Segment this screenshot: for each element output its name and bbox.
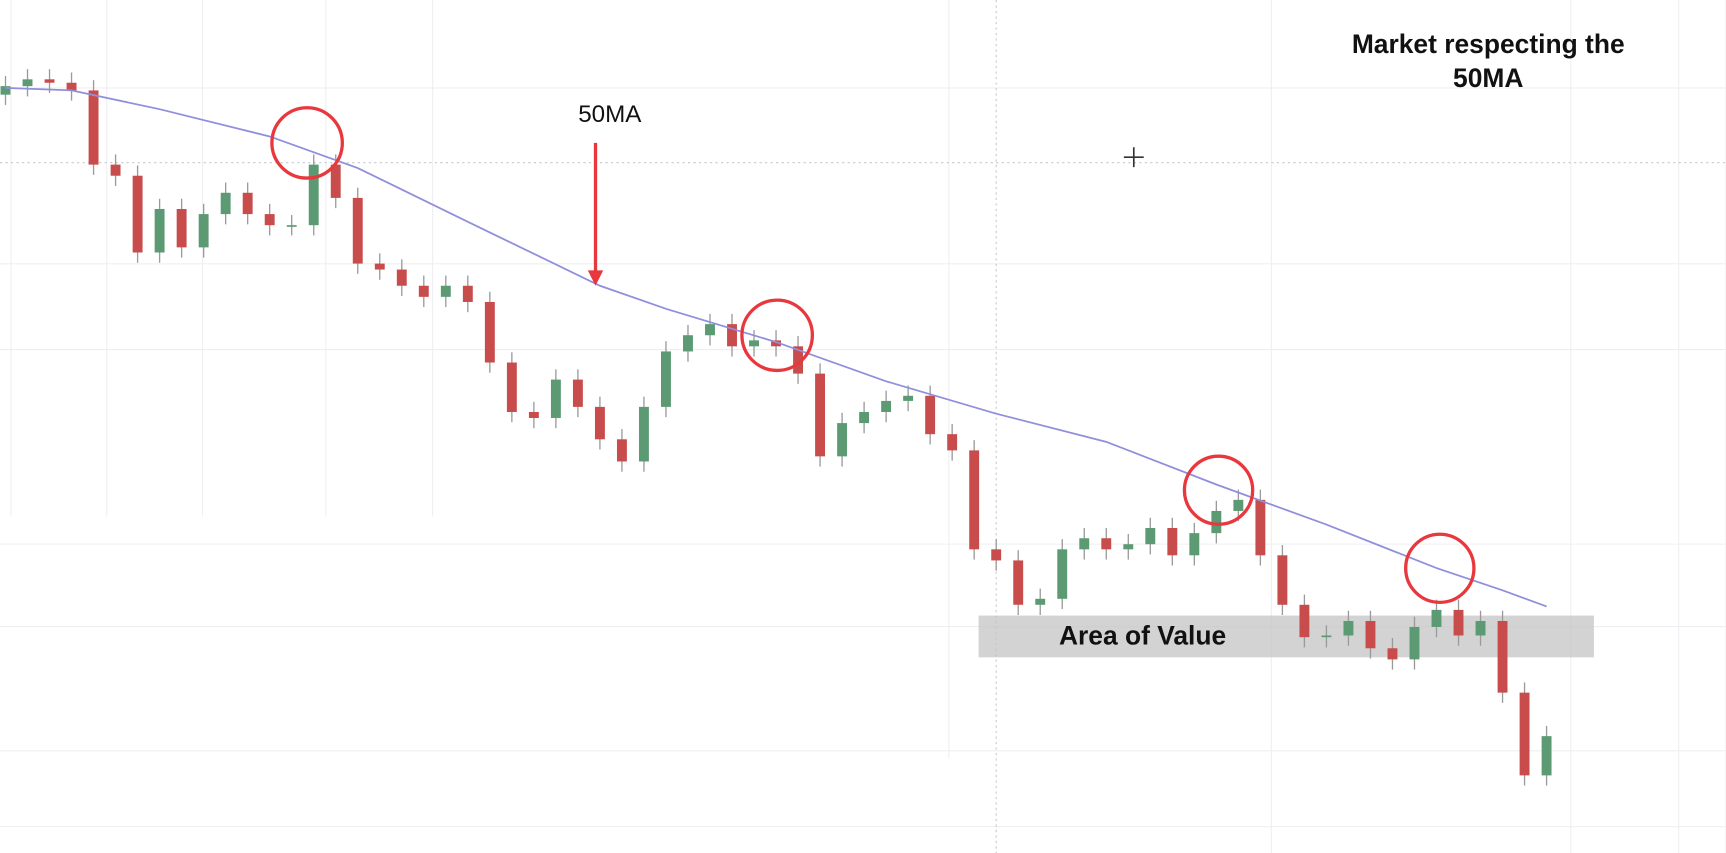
- candle-body: [1299, 604, 1310, 638]
- candle-body: [594, 406, 605, 440]
- candle-body: [1035, 598, 1046, 605]
- candle-body: [154, 208, 165, 253]
- candle-body: [572, 379, 583, 407]
- candle-body: [683, 335, 693, 352]
- candle-body: [462, 285, 473, 302]
- candle-body: [1079, 538, 1090, 550]
- candle-body: [242, 192, 253, 215]
- candle-body: [198, 214, 209, 248]
- cursor: [1123, 147, 1144, 168]
- highlight-circles: [270, 106, 1476, 605]
- candle-body: [1277, 555, 1288, 605]
- candle-body: [132, 175, 143, 253]
- candle-body: [1211, 510, 1222, 534]
- candle-body: [550, 379, 561, 418]
- candle-body: [1321, 635, 1332, 638]
- candle-body: [771, 340, 781, 347]
- candle-body: [1453, 609, 1464, 636]
- candle-body: [484, 301, 495, 363]
- candle-body: [1167, 528, 1178, 556]
- candle-body: [66, 82, 77, 91]
- candle-body: [1409, 626, 1420, 660]
- candle-body: [1255, 499, 1266, 556]
- candle-body: [506, 362, 517, 412]
- candle-body: [859, 411, 870, 424]
- candle-body: [1365, 620, 1376, 649]
- candle-body: [925, 395, 936, 435]
- title: Market respecting the: [1352, 29, 1625, 59]
- candle-body: [1057, 549, 1068, 599]
- candle-body: [837, 423, 848, 457]
- candle-body: [44, 79, 55, 83]
- candle-body: [352, 197, 363, 264]
- candle-body: [286, 225, 297, 227]
- candle-body: [1123, 544, 1134, 550]
- candle-body: [881, 400, 892, 412]
- candle-body: [374, 263, 385, 270]
- candle-body: [1519, 692, 1530, 776]
- candle-body: [1145, 528, 1156, 545]
- candle-body: [991, 549, 1002, 561]
- candle-body: [88, 90, 99, 165]
- candle-body: [616, 439, 627, 462]
- arrow-head: [587, 270, 604, 286]
- candle-body: [749, 340, 759, 347]
- title: 50MA: [1453, 63, 1523, 93]
- candle-body: [1101, 538, 1112, 550]
- candle-body: [1475, 620, 1486, 636]
- candle-body: [1497, 620, 1508, 693]
- candle-body: [1343, 620, 1354, 636]
- area-label: Area of Value: [1059, 621, 1226, 651]
- ma-label: 50MA: [578, 101, 642, 128]
- candle-body: [528, 411, 539, 418]
- candle-body: [1013, 560, 1024, 605]
- candle-body: [1541, 736, 1552, 776]
- candle-body: [969, 450, 980, 550]
- area-of-value: [978, 615, 1594, 658]
- candle-body: [440, 285, 451, 297]
- candle-body: [418, 285, 429, 297]
- candle-body: [176, 208, 187, 248]
- candle-body: [0, 86, 11, 95]
- candle-body: [220, 192, 231, 215]
- moving-average: [5, 86, 1547, 608]
- plot: [0, 69, 1552, 786]
- candle-body: [638, 406, 649, 462]
- candle-body: [330, 164, 341, 198]
- candle-body: [396, 269, 407, 286]
- candle-body: [1431, 609, 1442, 627]
- candle-body: [727, 324, 737, 347]
- candle-body: [947, 434, 958, 451]
- candle-body: [903, 395, 914, 401]
- candle-body: [793, 346, 804, 374]
- candle-body: [661, 351, 671, 407]
- candle-body: [308, 164, 319, 226]
- candle-body: [110, 164, 121, 176]
- candle-body: [705, 324, 715, 336]
- candle-body: [264, 214, 275, 226]
- candle-body: [1387, 648, 1398, 660]
- candle-body: [1189, 533, 1200, 556]
- candle-body: [815, 373, 826, 457]
- candle-body: [22, 79, 33, 87]
- candle-body: [1233, 499, 1244, 511]
